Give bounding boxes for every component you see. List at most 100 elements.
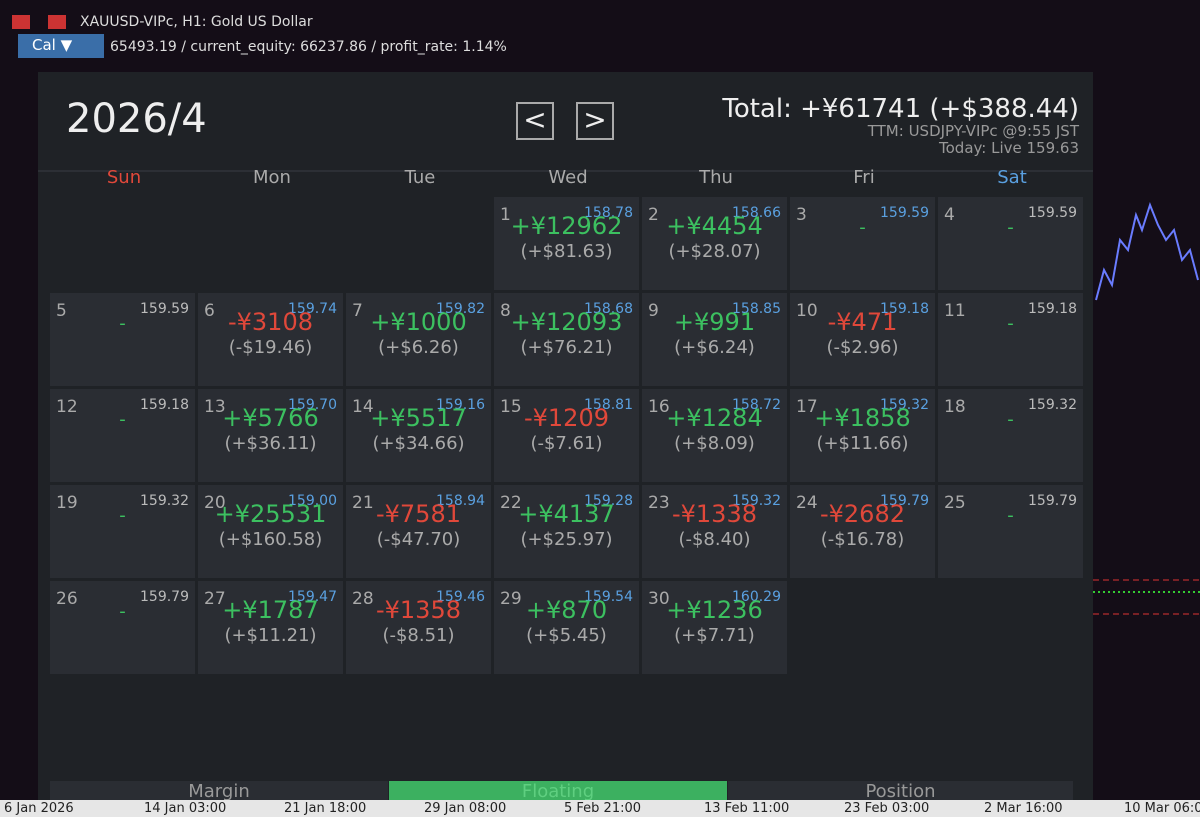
rate: 159.59 xyxy=(140,301,189,317)
next-button[interactable]: > xyxy=(576,102,614,140)
day-number: 2 xyxy=(648,205,659,225)
pnl: +¥1858 xyxy=(814,404,911,432)
rate: 160.29 xyxy=(732,589,781,605)
day-number: 1 xyxy=(500,205,511,225)
rate: 159.54 xyxy=(584,589,633,605)
rate: 159.46 xyxy=(436,589,485,605)
weekday: Sat xyxy=(997,167,1027,188)
day-cell[interactable]: 6 159.74 -¥3108 (-$19.46) xyxy=(198,293,343,386)
day-cell[interactable]: 28 159.46 -¥1358 (-$8.51) xyxy=(346,581,491,674)
day-cell[interactable]: 27 159.47 +¥1787 (+$11.21) xyxy=(198,581,343,674)
tab[interactable]: Margin xyxy=(50,781,388,800)
pnl: - xyxy=(1007,505,1014,526)
day-cell[interactable]: 30 160.29 +¥1236 (+$7.71) xyxy=(642,581,787,674)
day-cell[interactable]: 14 159.16 +¥5517 (+$34.66) xyxy=(346,389,491,482)
rate: 159.32 xyxy=(1028,397,1077,413)
day-cell[interactable]: 23 159.32 -¥1338 (-$8.40) xyxy=(642,485,787,578)
day-number: 15 xyxy=(500,397,522,417)
tab[interactable]: Position xyxy=(728,781,1073,800)
price-line xyxy=(1095,202,1199,301)
day-number: 23 xyxy=(648,493,670,513)
day-cell[interactable]: 22 159.28 +¥4137 (+$25.97) xyxy=(494,485,639,578)
day-cell[interactable]: 4 159.59- xyxy=(938,197,1083,290)
day-number: 5 xyxy=(56,301,67,321)
pnl: - xyxy=(119,409,126,430)
time-axis: 6 Jan 2026 14 Jan 03:00 21 Jan 18:00 29 Jan… xyxy=(0,800,1200,817)
pnl: +¥25531 xyxy=(214,500,327,528)
day-cell[interactable]: 26 159.79- xyxy=(50,581,195,674)
month-title: 2026/4 xyxy=(66,96,207,142)
usd: (-$2.96) xyxy=(826,337,899,358)
pnl: -¥1209 xyxy=(523,404,609,432)
pnl: -¥471 xyxy=(827,308,898,336)
prev-button[interactable]: < xyxy=(516,102,554,140)
pnl: +¥5517 xyxy=(370,404,467,432)
day-cell[interactable]: 9 158.85 +¥991 (+$6.24) xyxy=(642,293,787,386)
usd: (+$76.21) xyxy=(520,337,613,358)
pnl: - xyxy=(859,217,866,238)
pnl: +¥991 xyxy=(673,308,756,336)
day-cell[interactable]: 24 159.79 -¥2682 (-$16.78) xyxy=(790,485,935,578)
rate: 159.18 xyxy=(1028,301,1077,317)
day-cell[interactable]: 17 159.32 +¥1858 (+$11.66) xyxy=(790,389,935,482)
day-cell[interactable]: 5 159.59- xyxy=(50,293,195,386)
rate: 159.79 xyxy=(140,589,189,605)
day-cell[interactable]: 15 158.81 -¥1209 (-$7.61) xyxy=(494,389,639,482)
day-cell[interactable]: 3 159.59- xyxy=(790,197,935,290)
day-cell[interactable]: 2 158.66 +¥4454 (+$28.07) xyxy=(642,197,787,290)
pnl: +¥4137 xyxy=(518,500,615,528)
day-cell[interactable]: 18 159.32- xyxy=(938,389,1083,482)
rate: 158.78 xyxy=(584,205,633,221)
pnl: +¥5766 xyxy=(222,404,319,432)
day-number: 20 xyxy=(204,493,226,513)
rate: 158.68 xyxy=(584,301,633,317)
usd: (+$11.21) xyxy=(224,625,317,646)
day-cell[interactable]: 12 159.18- xyxy=(50,389,195,482)
day-cell[interactable]: 25 159.79- xyxy=(938,485,1083,578)
weekday: Thu xyxy=(699,167,733,188)
tab[interactable]: Floating xyxy=(389,781,727,800)
day-cell[interactable]: 8 158.68 +¥12093 (+$76.21) xyxy=(494,293,639,386)
rate: 158.81 xyxy=(584,397,633,413)
rate: 159.79 xyxy=(880,493,929,509)
usd: (+$6.26) xyxy=(378,337,459,358)
day-cell[interactable]: 10 159.18 -¥471 (-$2.96) xyxy=(790,293,935,386)
usd: (+$8.09) xyxy=(674,433,755,454)
pnl: - xyxy=(119,313,126,334)
icon xyxy=(48,15,66,29)
pnl: - xyxy=(119,505,126,526)
day-cell[interactable]: 13 159.70 +¥5766 (+$36.11) xyxy=(198,389,343,482)
day-cell[interactable]: 29 159.54 +¥870 (+$5.45) xyxy=(494,581,639,674)
day-cell[interactable]: 21 158.94 -¥7581 (-$47.70) xyxy=(346,485,491,578)
rate: 159.70 xyxy=(288,397,337,413)
day-number: 14 xyxy=(352,397,374,417)
usd: (+$7.71) xyxy=(674,625,755,646)
day-cell[interactable]: 7 159.82 +¥1000 (+$6.26) xyxy=(346,293,491,386)
time-label: 10 Mar 06:00 xyxy=(1124,801,1200,816)
usd: (+$36.11) xyxy=(224,433,317,454)
rate: 159.79 xyxy=(1028,493,1077,509)
cal-button[interactable]: Cal ▼ xyxy=(18,34,104,58)
pnl: +¥1787 xyxy=(222,596,319,624)
day-number: 17 xyxy=(796,397,818,417)
pnl: +¥1236 xyxy=(666,596,763,624)
rate: 159.82 xyxy=(436,301,485,317)
day-number: 4 xyxy=(944,205,955,225)
day-cell[interactable]: 1 158.78 +¥12962 (+$81.63) xyxy=(494,197,639,290)
tabs: Margin Floating Position xyxy=(50,781,1073,800)
day-number: 11 xyxy=(944,301,966,321)
day-cell[interactable]: 11 159.18- xyxy=(938,293,1083,386)
weekday: Fri xyxy=(853,167,875,188)
rate: 159.16 xyxy=(436,397,485,413)
time-label: 23 Feb 03:00 xyxy=(844,801,930,816)
day-cell[interactable]: 19 159.32- xyxy=(50,485,195,578)
day-number: 16 xyxy=(648,397,670,417)
day-cell[interactable]: 16 158.72 +¥1284 (+$8.09) xyxy=(642,389,787,482)
usd: (+$160.58) xyxy=(218,529,323,550)
day-number: 25 xyxy=(944,493,966,513)
day-number: 7 xyxy=(352,301,363,321)
day-number: 27 xyxy=(204,589,226,609)
day-cell[interactable]: 20 159.00 +¥25531 (+$160.58) xyxy=(198,485,343,578)
